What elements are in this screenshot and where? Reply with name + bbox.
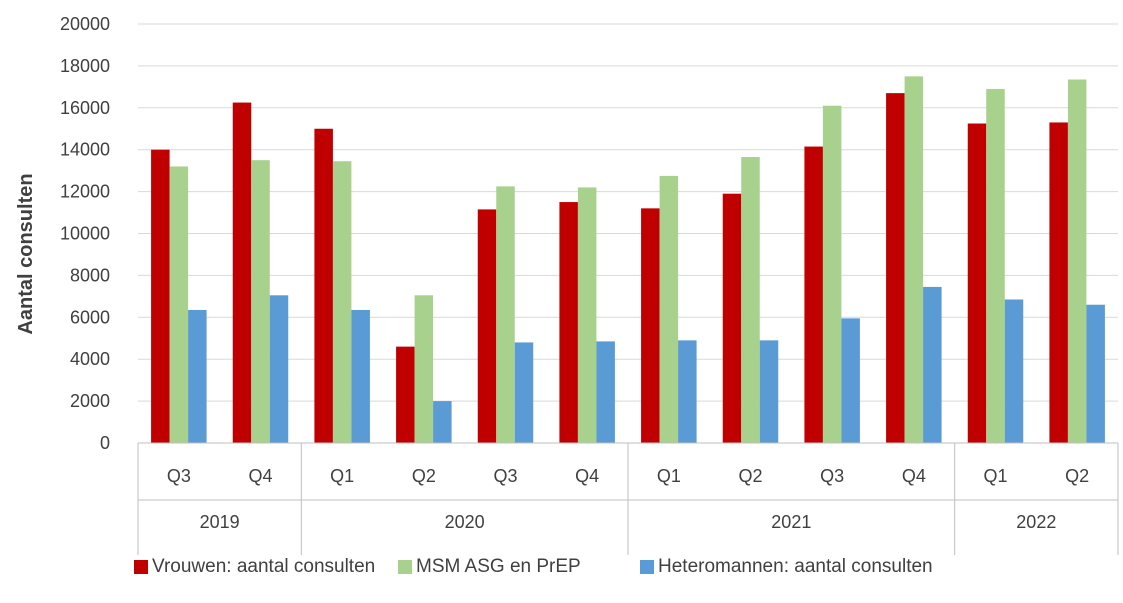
x-tick-label: Q1 (657, 466, 681, 486)
bar (1086, 304, 1105, 443)
bar (741, 157, 760, 443)
bar (641, 208, 660, 443)
bar (986, 88, 1005, 443)
legend-item: Heteromannen: aantal consulten (640, 556, 933, 578)
y-tick-label: 2000 (70, 391, 110, 411)
bar (967, 123, 987, 443)
x-tick-label: Q3 (820, 466, 844, 486)
legend-label: MSM ASG en PrEP (416, 556, 581, 577)
bar (886, 93, 905, 443)
y-tick-label: 12000 (60, 182, 110, 202)
bar (396, 346, 415, 443)
x-axis: Q3 Q4 Q1 Q2 Q3 Q4 Q1 Q2 Q3 Q4 Q1 Q2 2019 2020 2021 2022 (137, 442, 1119, 555)
legend-label: Heteromannen: aantal consulten (658, 556, 933, 577)
year-label: 2019 (200, 512, 240, 532)
bar (841, 318, 860, 443)
legend-swatch (398, 560, 412, 574)
bar (188, 309, 207, 443)
x-tick-label: Q2 (738, 466, 762, 486)
y-tick-label: 0 (100, 433, 110, 453)
bar (904, 76, 924, 443)
bar (269, 295, 289, 443)
bars (151, 76, 1105, 444)
x-tick-label: Q1 (330, 466, 354, 486)
y-tick-label: 16000 (60, 98, 110, 118)
bar (1004, 299, 1024, 443)
bar (559, 202, 578, 443)
x-tick-label: Q4 (902, 466, 926, 486)
bar (332, 161, 352, 443)
y-tick-label: 4000 (70, 349, 110, 369)
y-tick-label: 6000 (70, 307, 110, 327)
legend-swatch (134, 560, 148, 574)
bar (414, 295, 434, 443)
x-tick-label: Q3 (493, 466, 517, 486)
y-axis-ticks: 0 2000 4000 6000 8000 10000 12000 14000 16000 180… (60, 14, 110, 453)
gridlines (138, 23, 1118, 402)
x-tick-label: Q2 (412, 466, 436, 486)
x-tick-label: Q2 (1065, 466, 1089, 486)
year-label: 2021 (771, 512, 811, 532)
y-tick-label: 20000 (60, 14, 110, 34)
legend-label: Vrouwen: aantal consulten (152, 556, 376, 577)
bar (722, 193, 742, 443)
legend-item: MSM ASG en PrEP (398, 556, 581, 578)
bar (496, 186, 515, 444)
bar (151, 149, 170, 443)
bar (433, 401, 452, 443)
bar (678, 340, 697, 443)
bar (477, 209, 497, 443)
y-tick-label: 8000 (70, 265, 110, 285)
year-label: 2020 (445, 512, 485, 532)
y-axis-label: Aantal consulten (15, 173, 37, 334)
bar (351, 309, 370, 443)
year-label: 2022 (1016, 512, 1056, 532)
y-tick-label: 14000 (60, 140, 110, 160)
bar (596, 341, 615, 443)
bar (1049, 122, 1068, 443)
bar (822, 105, 842, 443)
bar (1067, 79, 1087, 443)
bar (804, 146, 823, 443)
bar (232, 102, 252, 443)
legend-swatch (640, 560, 654, 574)
bar (923, 286, 942, 443)
legend: Vrouwen: aantal consulten MSM ASG en PrEP… (0, 556, 1123, 586)
x-tick-label: Q1 (983, 466, 1007, 486)
legend-item: Vrouwen: aantal consulten (134, 556, 375, 578)
bar (659, 175, 679, 443)
bar (577, 187, 597, 443)
bar (759, 340, 779, 443)
x-tick-label: Q4 (575, 466, 599, 486)
bar (169, 166, 189, 443)
bar (314, 128, 333, 443)
bar (251, 160, 270, 444)
y-tick-label: 18000 (60, 56, 110, 76)
x-tick-label: Q3 (167, 466, 191, 486)
x-tick-label: Q4 (248, 466, 272, 486)
bar (514, 342, 534, 443)
y-tick-label: 10000 (60, 224, 110, 244)
